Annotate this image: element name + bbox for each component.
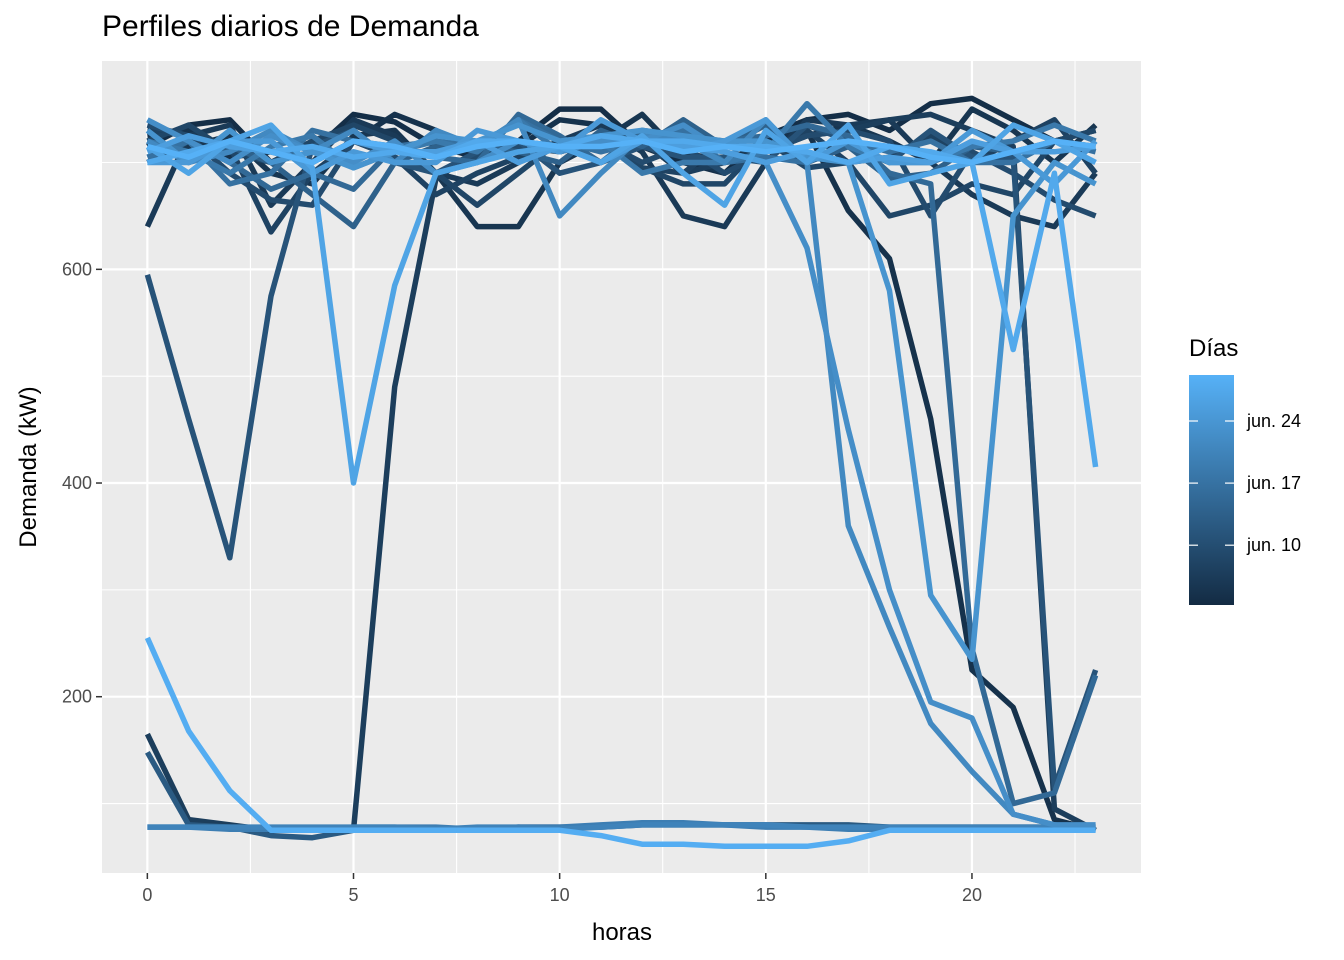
y-tick-label: 400 xyxy=(62,473,92,493)
x-tick-label: 20 xyxy=(962,885,982,905)
x-axis-title: horas xyxy=(592,919,652,946)
legend: Días jun. 24 jun. 17 jun. 10 xyxy=(1189,335,1301,605)
legend-label: jun. 24 xyxy=(1246,411,1301,431)
legend-label: jun. 10 xyxy=(1246,535,1301,555)
y-axis-title: Demanda (kW) xyxy=(15,386,42,547)
plot-panel xyxy=(102,61,1141,873)
legend-colorbar xyxy=(1189,375,1234,605)
legend-label: jun. 17 xyxy=(1246,473,1301,493)
y-axis: 200 400 600 xyxy=(62,259,102,707)
y-tick-label: 200 xyxy=(62,687,92,707)
series-line-24 xyxy=(144,636,1096,850)
legend-title: Días xyxy=(1189,335,1238,362)
series-line-23 xyxy=(146,133,1099,468)
y-tick-label: 600 xyxy=(62,259,92,279)
x-axis: 0 5 10 15 20 xyxy=(142,873,982,905)
series-line-16 xyxy=(147,822,1096,832)
series-line-25 xyxy=(146,138,1096,166)
x-tick-label: 5 xyxy=(348,885,358,905)
x-tick-label: 15 xyxy=(756,885,776,905)
chart-title: Perfiles diarios de Demanda xyxy=(102,10,479,43)
x-tick-label: 10 xyxy=(550,885,570,905)
x-tick-label: 0 xyxy=(142,885,152,905)
series-layer xyxy=(144,95,1099,850)
